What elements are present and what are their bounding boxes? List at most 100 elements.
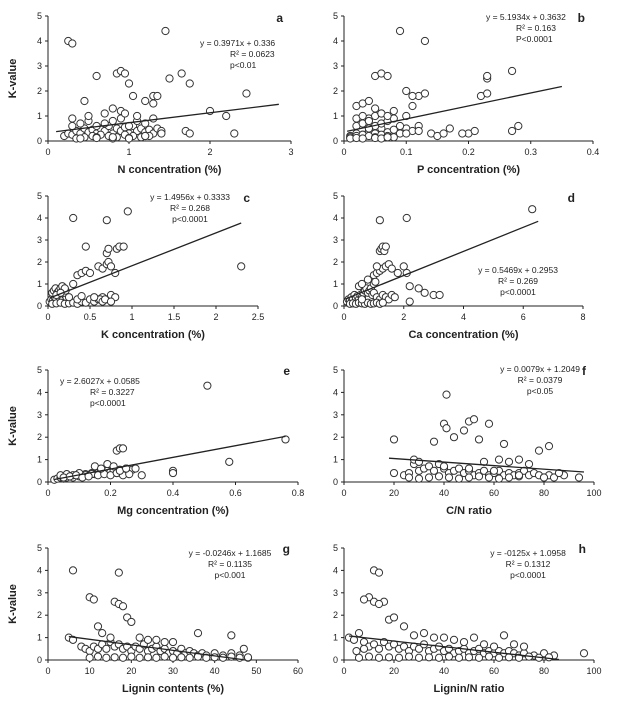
panel-letter: b bbox=[578, 11, 585, 25]
data-point bbox=[281, 435, 290, 444]
y-tick-label: 4 bbox=[37, 387, 42, 397]
data-point bbox=[364, 96, 373, 106]
data-point bbox=[127, 652, 136, 661]
data-point bbox=[554, 468, 564, 478]
y-tick-label: 3 bbox=[37, 235, 42, 245]
data-point bbox=[484, 419, 494, 428]
data-point bbox=[210, 653, 219, 662]
y-tick-label: 3 bbox=[37, 410, 42, 420]
data-point bbox=[414, 644, 424, 653]
data-point bbox=[149, 114, 158, 123]
data-point bbox=[222, 111, 231, 121]
data-point bbox=[414, 126, 423, 136]
data-point bbox=[372, 262, 381, 271]
data-point bbox=[424, 653, 434, 662]
data-point bbox=[394, 653, 404, 662]
x-axis-label: C/N ratio bbox=[446, 505, 492, 517]
data-point bbox=[90, 293, 99, 302]
data-point bbox=[439, 129, 448, 138]
data-point bbox=[494, 653, 504, 662]
x-axis-label: P concentration (%) bbox=[417, 164, 520, 176]
regression-equation: y = 1.4956x + 0.3333 bbox=[150, 192, 230, 202]
x-axis-label: K concentration (%) bbox=[101, 329, 205, 341]
data-point bbox=[444, 652, 454, 661]
data-point bbox=[371, 104, 380, 113]
data-point bbox=[76, 134, 85, 143]
data-point bbox=[357, 295, 367, 304]
data-point bbox=[389, 468, 399, 478]
y-tick-label: 0 bbox=[333, 301, 338, 311]
y-tick-label: 2 bbox=[333, 257, 338, 267]
data-point bbox=[149, 99, 158, 108]
data-point bbox=[404, 652, 414, 661]
data-point bbox=[405, 282, 414, 291]
y-tick-label: 5 bbox=[333, 11, 338, 21]
data-point bbox=[445, 124, 454, 133]
y-tick-label: 2 bbox=[37, 86, 42, 96]
data-point bbox=[534, 446, 544, 455]
data-point bbox=[383, 71, 392, 81]
data-point bbox=[414, 653, 424, 662]
data-point bbox=[449, 635, 459, 644]
panel-letter: g bbox=[283, 542, 290, 556]
data-point bbox=[143, 635, 153, 644]
data-point bbox=[358, 111, 367, 121]
x-tick-label: 80 bbox=[539, 666, 549, 676]
y-tick-label: 3 bbox=[333, 61, 338, 71]
data-point bbox=[108, 133, 117, 142]
y-tick-label: 5 bbox=[37, 543, 42, 553]
y-tick-label: 3 bbox=[333, 235, 338, 245]
data-point bbox=[68, 566, 78, 575]
data-point bbox=[106, 297, 116, 306]
panel-letter: e bbox=[283, 364, 290, 378]
data-point bbox=[69, 279, 78, 289]
x-tick-label: 1 bbox=[126, 147, 131, 157]
panel-letter: c bbox=[243, 191, 250, 205]
trend-line bbox=[345, 220, 539, 300]
data-point bbox=[185, 653, 194, 662]
y-tick-label: 2 bbox=[333, 432, 338, 442]
data-point bbox=[402, 129, 411, 138]
trend-line bbox=[346, 85, 563, 132]
x-tick-label: 80 bbox=[539, 488, 549, 498]
data-point bbox=[389, 613, 399, 622]
data-point bbox=[69, 213, 78, 223]
panel-a: 0 1 2 3 4 5 0 1 2 3 N concentration (%) K-value a y =… bbox=[7, 11, 294, 176]
data-point bbox=[168, 637, 178, 647]
data-point bbox=[235, 653, 244, 662]
x-tick-label: 0 bbox=[45, 488, 50, 498]
x-tick-label: 0.2 bbox=[462, 147, 475, 157]
data-point bbox=[504, 457, 514, 466]
data-point bbox=[68, 121, 77, 131]
data-point bbox=[357, 279, 367, 289]
x-tick-label: 6 bbox=[521, 312, 526, 322]
data-point bbox=[434, 653, 444, 662]
regression-equation: y = -0125x + 1.0958 bbox=[490, 548, 566, 558]
data-point bbox=[464, 464, 474, 473]
r-squared-label: R² = 0.3227 bbox=[90, 387, 135, 397]
panel-c: 0 1 2 3 4 5 0 0.5 1 1.5 2 2.5 K concentration (%) c y … bbox=[37, 191, 264, 341]
data-point bbox=[124, 134, 134, 143]
x-axis-label: Lignin contents (%) bbox=[122, 683, 224, 695]
x-tick-label: 100 bbox=[586, 666, 601, 676]
data-point bbox=[242, 89, 251, 98]
data-point bbox=[168, 468, 178, 478]
p-value-label: P<0.0001 bbox=[516, 34, 553, 44]
data-point bbox=[454, 474, 464, 483]
data-point bbox=[77, 292, 86, 301]
data-point bbox=[514, 471, 524, 480]
data-point bbox=[102, 216, 111, 225]
y-tick-label: 0 bbox=[37, 136, 42, 146]
x-tick-label: 1 bbox=[129, 312, 134, 322]
data-point bbox=[127, 617, 136, 627]
y-tick-label: 3 bbox=[37, 61, 42, 71]
data-point bbox=[123, 207, 132, 216]
regression-equation: y = 0.0079x + 1.2049 bbox=[500, 364, 580, 374]
data-point bbox=[434, 472, 444, 481]
data-point bbox=[524, 459, 534, 469]
y-tick-label: 5 bbox=[333, 543, 338, 553]
data-point bbox=[387, 264, 396, 273]
data-point bbox=[152, 635, 161, 644]
data-point bbox=[363, 275, 372, 284]
data-point bbox=[544, 653, 554, 662]
